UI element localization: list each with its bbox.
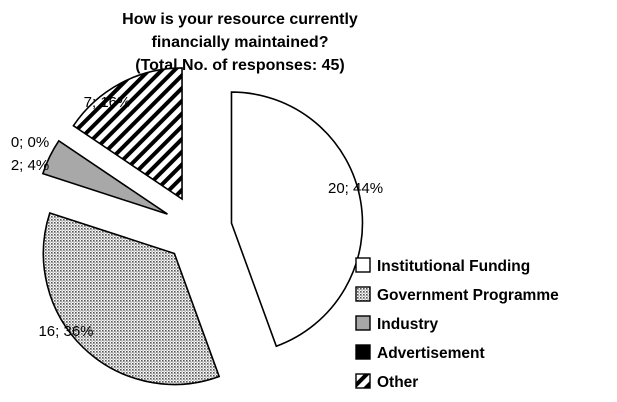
pie-slice-other <box>72 67 183 201</box>
legend-swatch-industry <box>355 315 371 331</box>
legend-swatch-advertisement <box>355 344 371 360</box>
legend-swatch-institutional-funding <box>355 257 371 273</box>
pie-data-labels: 20; 44% 16; 36% 2; 4% 0; 0% 7; 16% <box>11 94 383 340</box>
pie-slice-government-programme <box>42 211 221 386</box>
chart-title-line-3: (Total No. of responses: 45) <box>135 57 345 74</box>
pie-slices <box>41 67 364 386</box>
pie-slice-institutional-funding <box>230 91 364 348</box>
chart-title-line-1: How is your resource currently <box>122 11 358 28</box>
legend-label-other: Other <box>377 374 418 391</box>
chart-title-line-2: financially maintained? <box>152 34 329 51</box>
data-label-industry: 2; 4% <box>11 157 49 174</box>
pie-slice-industry <box>41 139 168 215</box>
legend-label-advertisement: Advertisement <box>377 345 485 362</box>
legend-label-industry: Industry <box>377 316 439 333</box>
data-label-advertisement: 0; 0% <box>11 134 49 151</box>
legend-label-institutional-funding: Institutional Funding <box>377 258 530 275</box>
data-label-government-programme: 16; 36% <box>38 323 93 340</box>
data-label-institutional-funding: 20; 44% <box>328 180 383 197</box>
legend: Institutional Funding Government Programm… <box>355 257 559 391</box>
data-label-other: 7; 16% <box>84 94 131 111</box>
legend-label-government-programme: Government Programme <box>377 287 559 304</box>
legend-swatch-other <box>355 373 371 389</box>
legend-swatch-government-programme <box>355 286 371 302</box>
